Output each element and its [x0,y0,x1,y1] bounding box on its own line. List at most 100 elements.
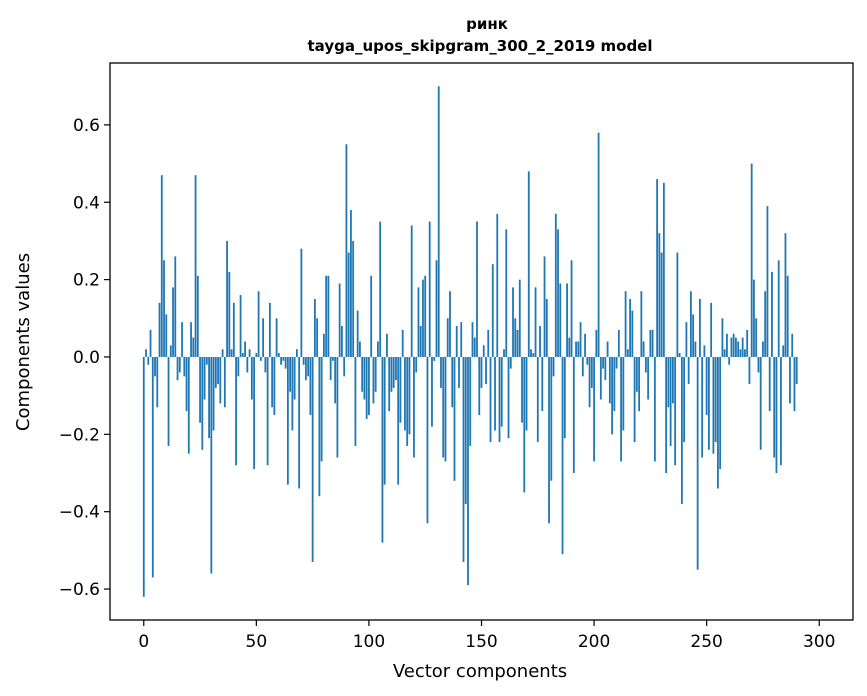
bar-272 [755,318,758,357]
bar-269 [748,356,751,385]
bar-218 [633,356,636,443]
y-tick-label: 0.4 [73,193,100,213]
bar-107 [383,356,386,485]
bar-169 [523,356,526,493]
y-tick-label: 0.2 [73,271,100,291]
bar-105 [379,221,382,357]
bar-173 [532,353,535,357]
bar-186 [561,356,564,555]
bar-266 [741,337,744,357]
bar-100 [368,356,370,415]
bar-38 [228,271,231,357]
bar-273 [757,356,760,373]
bar-11 [167,356,170,446]
bar-118 [408,356,411,435]
bar-196 [584,333,586,357]
bar-145 [469,356,472,446]
bar-113 [397,356,400,485]
x-tick-label: 50 [246,632,268,652]
bar-249 [703,345,706,357]
bar-178 [543,256,546,357]
bar-214 [624,291,627,357]
bar-274 [759,356,762,450]
bar-130 [435,260,438,357]
x-tick-label: 250 [690,632,722,652]
bar-143 [464,356,467,504]
bar-203 [599,356,602,400]
bar-87 [338,283,341,357]
bar-17 [181,322,183,357]
bar-57 [271,356,274,408]
bar-1 [145,349,147,357]
bar-82 [327,275,330,357]
bar-8 [160,175,163,357]
bar-133 [442,356,445,458]
bar-30 [210,356,213,574]
bar-102 [372,356,375,404]
bar-250 [705,356,708,415]
bar-71 [302,356,305,365]
bar-59 [275,318,278,357]
bar-157 [496,213,499,357]
bar-260 [728,356,731,365]
bar-195 [581,356,584,377]
bar-90 [345,144,348,357]
bar-62 [282,356,285,361]
bar-61 [280,356,283,365]
bar-151 [482,345,485,357]
bar-278 [768,356,771,412]
bar-63 [284,356,287,369]
bar-122 [417,287,420,357]
bar-199 [590,356,593,388]
x-tick-label: 150 [465,632,497,652]
bar-52 [259,356,262,361]
bar-99 [365,356,368,419]
bar-163 [509,356,512,369]
bar-246 [696,356,699,570]
bar-33 [217,356,219,385]
bar-281 [775,356,778,474]
bar-177 [541,356,544,412]
bar-127 [428,221,431,357]
bar-58 [273,356,276,415]
bar-152 [485,356,487,385]
bar-149 [478,356,481,415]
bar-77 [316,318,319,357]
bar-10 [165,314,168,357]
y-axis-label: Components values [13,253,34,431]
bar-18 [183,356,186,377]
bar-229 [658,233,661,357]
bar-275 [762,341,764,357]
bar-103 [374,356,377,392]
bar-54 [264,356,267,373]
bar-136 [449,291,451,357]
bar-222 [642,341,645,357]
bar-141 [460,322,463,357]
bar-20 [187,356,190,454]
bar-159 [500,356,503,427]
bar-201 [595,329,598,357]
bar-232 [665,356,668,474]
bar-7 [158,302,161,357]
bar-53 [262,318,264,357]
bar-81 [325,275,328,357]
bar-55 [266,356,269,466]
bar-252 [710,302,713,357]
bar-123 [419,326,422,357]
bar-156 [494,356,496,431]
bar-19 [185,356,188,412]
bar-265 [739,349,742,357]
bar-150 [480,356,483,388]
bar-276 [764,291,767,357]
y-axis-ticks: −0.6 −0.4 −0.2 0.0 0.2 0.4 0.6 [59,116,110,600]
bar-79 [320,356,323,462]
bar-277 [766,206,769,357]
bar-179 [545,298,548,357]
bar-241 [685,322,688,357]
bar-139 [455,326,458,357]
bar-146 [471,322,474,357]
bar-66 [291,356,294,431]
bar-227 [653,356,656,462]
bar-131 [437,86,440,357]
